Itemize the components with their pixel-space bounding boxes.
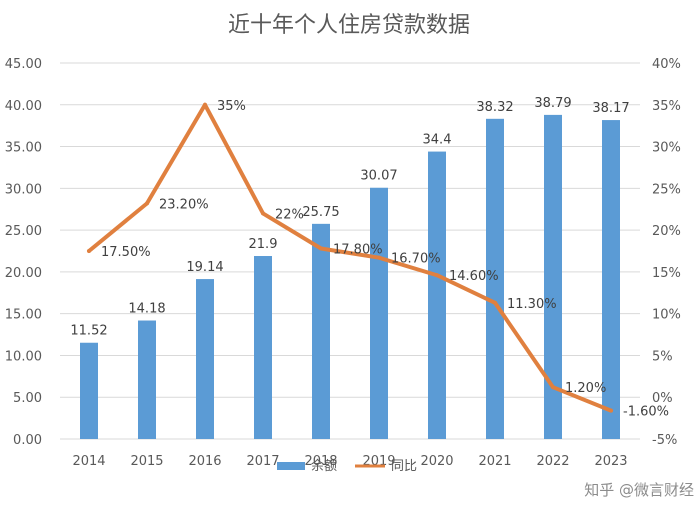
line-point [145, 201, 149, 206]
right-tick-label: 0% [652, 391, 673, 406]
bar-series [80, 114, 620, 439]
bar [602, 120, 620, 439]
right-tick-label: 20% [652, 224, 681, 239]
x-tick-label: 2020 [420, 454, 453, 469]
bar-value-label: 21.9 [249, 237, 278, 252]
legend-label-yoy: 同比 [391, 459, 417, 474]
bar-value-label: 38.17 [592, 101, 629, 116]
right-tick-label: 40% [652, 57, 681, 72]
line-value-label: 35% [217, 99, 246, 114]
bar [138, 320, 156, 439]
line-value-label: -1.60% [623, 405, 669, 420]
bar-value-label: 11.52 [70, 324, 107, 339]
line-point [261, 211, 265, 216]
line-point [609, 408, 613, 413]
line-point [87, 249, 91, 253]
bar-data-labels: 11.52 14.18 19.14 21.9 25.75 30.07 34.4 38.32 38… [70, 96, 629, 339]
yoy-line [87, 102, 613, 413]
legend-swatch-balance [277, 462, 305, 470]
left-tick-label: 15.00 [5, 308, 42, 323]
bar-value-label: 38.32 [476, 100, 513, 115]
x-tick-label: 2022 [536, 454, 569, 469]
bar-value-label: 14.18 [128, 302, 165, 317]
bar-value-label: 34.4 [423, 133, 452, 148]
x-tick-label: 2015 [130, 454, 163, 469]
right-tick-label: 35% [652, 99, 681, 114]
left-tick-label: 45.00 [5, 57, 42, 72]
left-tick-label: 0.00 [13, 433, 42, 448]
line-point [203, 102, 207, 107]
line-data-labels: 17.50% 23.20% 35% 22% 17.80% 16.70% 14.60% 11.3… [101, 99, 669, 420]
line-point [551, 385, 555, 390]
line-point [435, 273, 439, 278]
chart-title: 近十年个人住房贷款数据 [228, 13, 470, 38]
right-tick-label: -5% [652, 433, 677, 448]
line-value-label: 11.30% [507, 297, 557, 312]
x-tick-label: 2021 [478, 454, 511, 469]
bar [312, 223, 330, 439]
left-tick-label: 25.00 [5, 224, 42, 239]
bar [80, 342, 98, 439]
bar [544, 114, 562, 439]
bar [196, 279, 214, 439]
line-point [319, 246, 323, 251]
line-value-label: 17.50% [101, 245, 151, 260]
watermark: 知乎 @微言财经 [584, 481, 694, 499]
bar [370, 187, 388, 439]
bar-value-label: 19.14 [186, 260, 223, 275]
x-tick-label: 2023 [594, 454, 627, 469]
left-tick-label: 10.00 [5, 349, 42, 364]
line-point [493, 300, 497, 305]
line-value-label: 17.80% [333, 242, 383, 257]
x-tick-label: 2017 [246, 454, 279, 469]
x-tick-label: 2018 [304, 454, 337, 469]
left-tick-label: 40.00 [5, 99, 42, 114]
bar [486, 118, 504, 439]
left-axis-ticks: 0.00 5.00 10.00 15.00 20.00 25.00 30.00 35.00 40… [5, 57, 42, 448]
left-tick-label: 20.00 [5, 266, 42, 281]
line-value-label: 16.70% [391, 252, 441, 267]
right-tick-label: 25% [652, 182, 681, 197]
left-tick-label: 5.00 [13, 391, 42, 406]
bar-value-label: 30.07 [360, 169, 397, 184]
legend: 余额 同比 [277, 458, 417, 474]
right-axis-ticks: -5% 0% 5% 10% 15% 20% 25% 30% 35% 40% [652, 57, 681, 448]
line-value-label: 14.60% [449, 269, 499, 284]
right-tick-label: 10% [652, 308, 681, 323]
line-point [377, 255, 381, 260]
legend-label-balance: 余额 [311, 458, 337, 474]
left-tick-label: 30.00 [5, 182, 42, 197]
bar [254, 256, 272, 439]
bar-value-label: 25.75 [302, 205, 339, 220]
x-tick-label: 2014 [72, 454, 105, 469]
line-series [87, 102, 613, 413]
x-axis-ticks: 2014 2015 2016 2017 2018 2019 2020 2021 2022 2023 [72, 454, 627, 469]
left-tick-label: 35.00 [5, 141, 42, 156]
right-tick-label: 15% [652, 266, 681, 281]
bar [428, 151, 446, 439]
right-tick-label: 5% [652, 349, 673, 364]
right-tick-label: 30% [652, 141, 681, 156]
bar-value-label: 38.79 [534, 96, 571, 111]
x-tick-label: 2016 [188, 454, 221, 469]
line-value-label: 23.20% [159, 197, 209, 212]
line-value-label: 1.20% [565, 381, 606, 396]
line-value-label: 22% [275, 207, 304, 222]
